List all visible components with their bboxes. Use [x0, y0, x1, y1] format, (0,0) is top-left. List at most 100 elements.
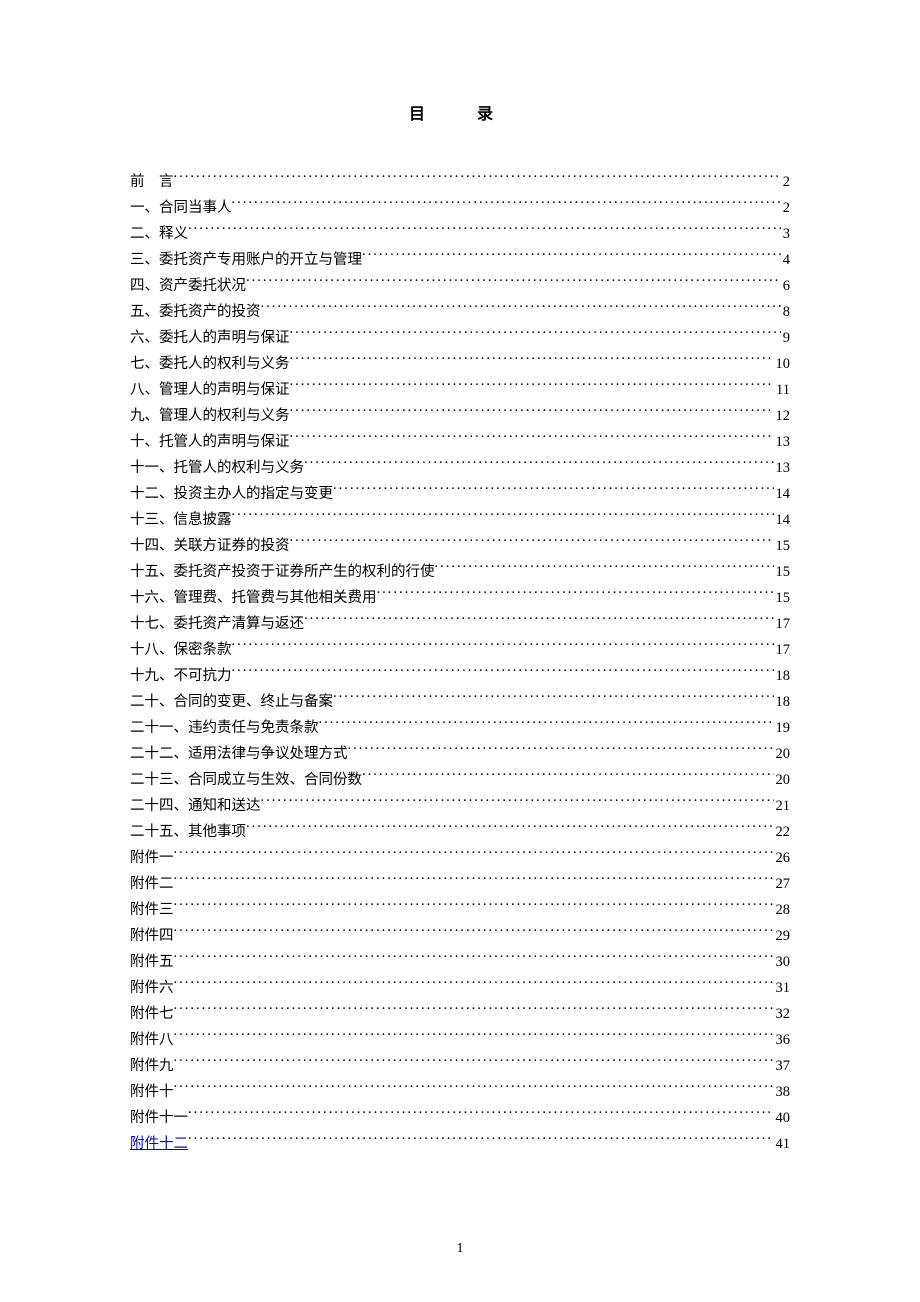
toc-item-label: 二十、合同的变更、终止与备案	[130, 689, 333, 715]
toc-item: 二十二、适用法律与争议处理方式20	[130, 741, 790, 767]
toc-leader-dots	[261, 796, 774, 811]
toc-item-page: 12	[774, 403, 791, 429]
toc-leader-dots	[174, 874, 774, 889]
toc-item: 六、委托人的声明与保证9	[130, 325, 790, 351]
toc-item-label: 二十三、合同成立与生效、合同份数	[130, 767, 362, 793]
toc-item-page: 37	[774, 1053, 791, 1079]
toc-item-page: 14	[774, 507, 791, 533]
toc-item: 十六、管理费、托管费与其他相关费用15	[130, 585, 790, 611]
toc-item-label: 二、释义	[130, 221, 188, 247]
toc-item: 附件十二41	[130, 1131, 790, 1157]
toc-item-page: 9	[781, 325, 790, 351]
toc-item-page: 36	[774, 1027, 791, 1053]
toc-item-page: 13	[774, 455, 791, 481]
toc-leader-dots	[333, 692, 774, 707]
toc-item-label: 附件五	[130, 949, 174, 975]
toc-item-label: 一、合同当事人	[130, 195, 232, 221]
toc-item-page: 22	[774, 819, 791, 845]
toc-item-label: 附件三	[130, 897, 174, 923]
toc-item-label: 附件四	[130, 923, 174, 949]
toc-item: 九、管理人的权利与义务12	[130, 403, 790, 429]
toc-item: 二十三、合同成立与生效、合同份数20	[130, 767, 790, 793]
toc-item: 十七、委托资产清算与返还 17	[130, 611, 790, 637]
toc-item: 五、委托资产的投资8	[130, 299, 790, 325]
toc-item-label: 二十一、违约责任与免责条款	[130, 715, 319, 741]
toc-item-label[interactable]: 附件十二	[130, 1131, 188, 1157]
toc-title: 目 录	[130, 100, 790, 124]
toc-item-label: 十一、托管人的权利与义务	[130, 455, 304, 481]
toc-item-label: 三、委托资产专用账户的开立与管理	[130, 247, 362, 273]
toc-leader-dots	[232, 198, 781, 213]
toc-item: 附件三28	[130, 897, 790, 923]
toc-item-page: 17	[774, 611, 791, 637]
toc-item: 十九、不可抗力 18	[130, 663, 790, 689]
toc-leader-dots	[232, 640, 774, 655]
toc-item-page: 17	[774, 637, 791, 663]
toc-item: 七、委托人的权利与义务10	[130, 351, 790, 377]
toc-item-page: 11	[774, 377, 790, 403]
toc-leader-dots	[261, 302, 781, 317]
toc-item: 附件二27	[130, 871, 790, 897]
toc-item-label: 附件十一	[130, 1105, 188, 1131]
toc-item: 十八、保密条款 17	[130, 637, 790, 663]
toc-item-label: 四、资产委托状况	[130, 273, 246, 299]
toc-item-label: 二十二、适用法律与争议处理方式	[130, 741, 348, 767]
toc-item-page: 13	[774, 429, 791, 455]
toc-item: 二十五、其他事项 22	[130, 819, 790, 845]
toc-item-page: 29	[774, 923, 791, 949]
toc-item-label: 八、管理人的声明与保证	[130, 377, 290, 403]
toc-list: 前 言2一、合同当事人2二、释义3三、委托资产专用账户的开立与管理4四、资产委托…	[130, 169, 790, 1157]
toc-item-page: 40	[774, 1105, 791, 1131]
toc-item: 附件十38	[130, 1079, 790, 1105]
toc-item-label: 十七、委托资产清算与返还	[130, 611, 304, 637]
toc-item-label: 二十四、通知和送达	[130, 793, 261, 819]
toc-leader-dots	[290, 354, 774, 369]
toc-leader-dots	[290, 536, 774, 551]
document-page: 目 录 前 言2一、合同当事人2二、释义3三、委托资产专用账户的开立与管理4四、…	[0, 0, 920, 1217]
toc-item-page: 2	[781, 169, 790, 195]
toc-item-label: 附件一	[130, 845, 174, 871]
toc-item-label: 前 言	[130, 169, 174, 195]
toc-item-page: 18	[774, 689, 791, 715]
toc-item-page: 30	[774, 949, 791, 975]
toc-item-label: 十四、关联方证券的投资	[130, 533, 290, 559]
toc-item: 十一、托管人的权利与义务 13	[130, 455, 790, 481]
toc-item-page: 4	[781, 247, 790, 273]
toc-leader-dots	[232, 510, 774, 525]
toc-item: 十五、委托资产投资于证券所产生的权利的行使15	[130, 559, 790, 585]
toc-item-label: 十八、保密条款	[130, 637, 232, 663]
toc-item-label: 七、委托人的权利与义务	[130, 351, 290, 377]
toc-leader-dots	[304, 458, 774, 473]
toc-item: 附件一26	[130, 845, 790, 871]
toc-item: 十四、关联方证券的投资15	[130, 533, 790, 559]
toc-item: 八、管理人的声明与保证 11	[130, 377, 790, 403]
toc-item-page: 14	[774, 481, 791, 507]
toc-leader-dots	[362, 770, 774, 785]
toc-item-label: 附件七	[130, 1001, 174, 1027]
toc-leader-dots	[188, 224, 781, 239]
toc-item-label: 十五、委托资产投资于证券所产生的权利的行使	[130, 559, 435, 585]
toc-item-page: 2	[781, 195, 790, 221]
toc-item: 一、合同当事人 2	[130, 195, 790, 221]
toc-item-label: 二十五、其他事项	[130, 819, 246, 845]
toc-leader-dots	[174, 926, 774, 941]
toc-leader-dots	[290, 380, 775, 395]
toc-leader-dots	[304, 614, 774, 629]
toc-leader-dots	[174, 978, 774, 993]
toc-item-page: 18	[774, 663, 791, 689]
toc-leader-dots	[174, 1030, 774, 1045]
toc-item: 二十、合同的变更、终止与备案 18	[130, 689, 790, 715]
toc-item-label: 十九、不可抗力	[130, 663, 232, 689]
toc-item: 附件五 30	[130, 949, 790, 975]
toc-leader-dots	[377, 588, 774, 603]
toc-item: 附件六31	[130, 975, 790, 1001]
toc-item-page: 8	[781, 299, 790, 325]
toc-item: 十二、投资主办人的指定与变更14	[130, 481, 790, 507]
toc-item: 附件九 37	[130, 1053, 790, 1079]
toc-item-label: 附件九	[130, 1053, 174, 1079]
toc-item-page: 27	[774, 871, 791, 897]
toc-leader-dots	[174, 900, 774, 915]
toc-leader-dots	[333, 484, 774, 499]
toc-item: 附件四 29	[130, 923, 790, 949]
toc-item-page: 21	[774, 793, 791, 819]
